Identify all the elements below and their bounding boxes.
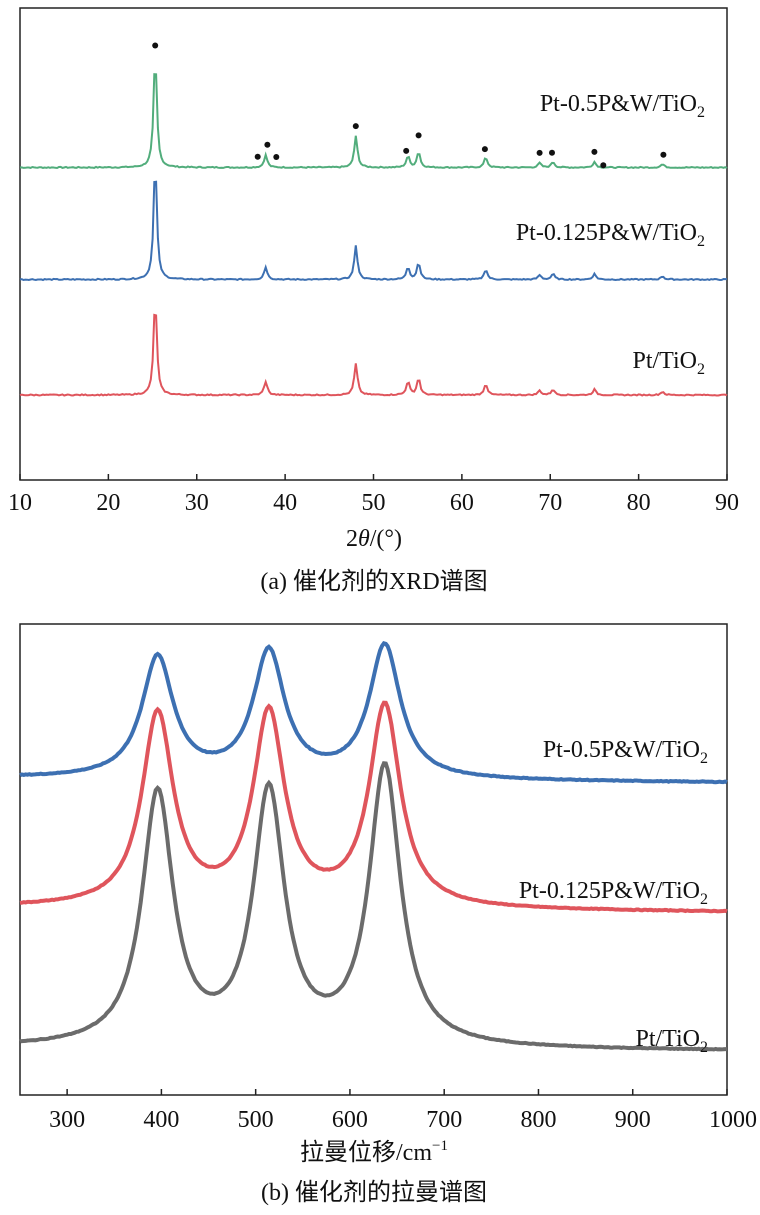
raman-x-tick-label: 600 [332, 1107, 368, 1133]
xrd-peak-marker [152, 42, 159, 49]
raman-series-line-0 [19, 640, 728, 785]
xrd-x-axis-label: 2θ/(°) [346, 526, 402, 552]
xrd-peak-markers [152, 42, 667, 169]
xrd-series-line-2 [19, 313, 728, 397]
raman-x-tick-label: 700 [426, 1107, 462, 1133]
xrd-series-group [19, 73, 728, 397]
xrd-peak-marker [591, 148, 598, 155]
raman-x-tick-label: 800 [520, 1107, 556, 1133]
xrd-peak-marker [600, 162, 607, 169]
xrd-x-tick-label: 40 [273, 490, 297, 516]
xrd-x-tick-label: 90 [715, 490, 739, 516]
xrd-x-tick-label: 10 [8, 490, 32, 516]
raman-panel: 300 400 500 600 700 800 900 1000 Pt-0.5P&W/TiO2… [19, 623, 757, 1206]
xrd-legend-label-pt-0.5pw: Pt-0.5P&W/TiO2 [540, 91, 705, 121]
xrd-peak-marker [254, 153, 261, 160]
raman-x-tick-label: 300 [49, 1107, 85, 1133]
xrd-peak-marker [352, 123, 359, 130]
xrd-peak-marker [660, 151, 667, 158]
raman-series-group [19, 640, 728, 1052]
xrd-legend-label-pt-0.125pw: Pt-0.125P&W/TiO2 [516, 220, 705, 250]
raman-plot-frame [19, 623, 728, 1096]
xrd-peak-marker [549, 149, 555, 156]
xrd-x-tick-label: 20 [96, 490, 120, 516]
raman-legend-label-pt-0.5pw: Pt-0.5P&W/TiO2 [543, 737, 708, 767]
xrd-x-tick-label: 60 [450, 490, 474, 516]
xrd-caption: (a) 催化剂的XRD谱图 [260, 568, 487, 595]
xrd-legend-label-pt: Pt/TiO2 [633, 348, 706, 378]
raman-x-axis-label: 拉曼位移/cm−1 [300, 1138, 448, 1166]
raman-legend-label-pt: Pt/TiO2 [636, 1026, 709, 1056]
raman-x-tick-label: 500 [238, 1107, 274, 1133]
xrd-x-tick-label: 30 [185, 490, 209, 516]
raman-caption: (b) 催化剂的拉曼谱图 [261, 1179, 487, 1206]
raman-x-ticks: 300 400 500 600 700 800 900 1000 [49, 1089, 757, 1133]
xrd-peak-marker [403, 147, 410, 154]
xrd-series-line-1 [19, 180, 727, 282]
raman-series-line-1 [19, 700, 728, 914]
raman-x-tick-label: 900 [615, 1107, 651, 1133]
xrd-series-line-0 [19, 73, 728, 170]
xrd-peak-marker [415, 132, 422, 139]
raman-x-tick-label: 400 [143, 1107, 179, 1133]
raman-legend-label-pt-0.125pw: Pt-0.125P&W/TiO2 [519, 878, 708, 908]
xrd-x-tick-label: 50 [362, 490, 386, 516]
raman-series-line-2 [19, 761, 727, 1052]
xrd-peak-marker [536, 149, 543, 156]
xrd-x-tick-label: 80 [627, 490, 651, 516]
xrd-x-ticks: 10 20 30 40 50 60 70 80 90 [8, 474, 739, 516]
xrd-peak-marker [481, 146, 488, 153]
xrd-x-tick-label: 70 [538, 490, 562, 516]
xrd-peak-marker [264, 141, 271, 148]
xrd-panel: 10 20 30 40 50 60 70 80 90 Pt-0.5P&W/TiO2 Pt-0.1… [8, 7, 739, 595]
xrd-peak-marker [273, 154, 280, 160]
raman-x-tick-label: 1000 [709, 1107, 757, 1133]
